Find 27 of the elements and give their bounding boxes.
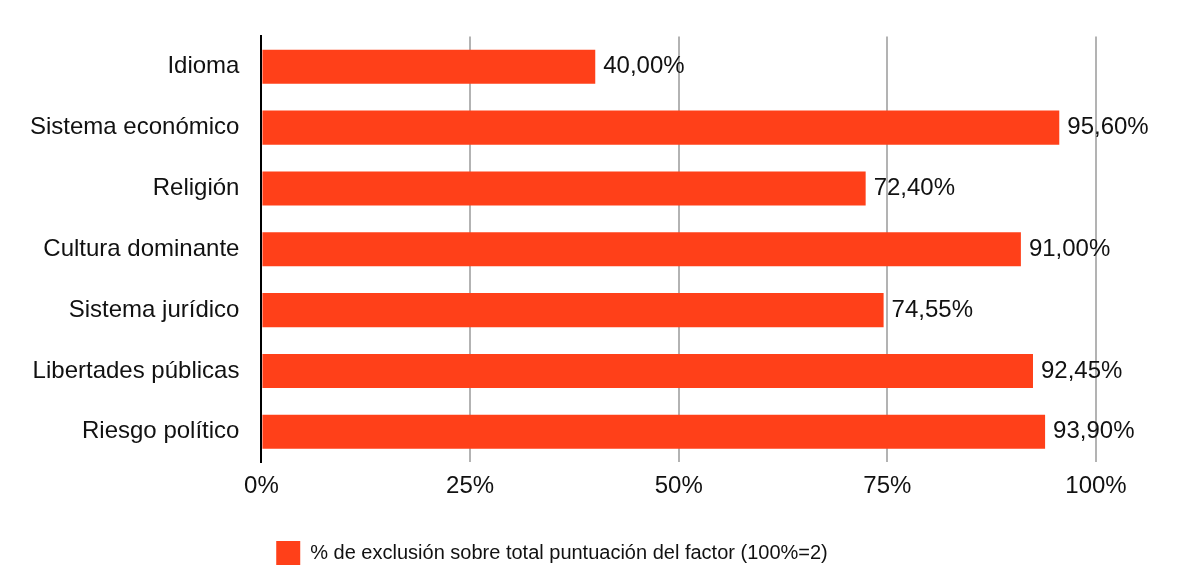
- data-label: 40,00%: [603, 51, 685, 79]
- bar: [262, 353, 1033, 388]
- y-tick-label: Religión: [152, 173, 240, 201]
- bar: [262, 171, 866, 206]
- data-label: 74,55%: [891, 294, 974, 322]
- legend-label: % de exclusión sobre total puntuación del factor (100%=2): [310, 540, 828, 563]
- bar: [262, 293, 884, 328]
- x-tick-label: 0%: [244, 471, 279, 499]
- data-label: 95,60%: [1067, 112, 1149, 140]
- x-tick-label: 75%: [863, 471, 912, 499]
- bar: [262, 232, 1021, 267]
- x-tick-label: 50%: [654, 471, 703, 499]
- data-label: 92,45%: [1040, 355, 1123, 383]
- bar: [262, 110, 1060, 145]
- x-tick-label: 25%: [446, 471, 495, 499]
- y-tick-label: Cultura dominante: [43, 233, 240, 261]
- y-tick-label: Sistema jurídico: [68, 294, 240, 322]
- bar: [262, 414, 1046, 449]
- data-label: 91,00%: [1028, 233, 1111, 261]
- y-tick-label: Libertades públicas: [32, 355, 240, 383]
- x-tick-label: 100%: [1065, 471, 1127, 499]
- bar: [262, 49, 596, 84]
- data-label: 72,40%: [873, 173, 956, 201]
- y-tick-label: Idioma: [167, 51, 241, 79]
- data-label: 93,90%: [1053, 416, 1135, 444]
- y-tick-label: Riesgo político: [82, 416, 240, 444]
- y-tick-label: Sistema económico: [29, 112, 240, 140]
